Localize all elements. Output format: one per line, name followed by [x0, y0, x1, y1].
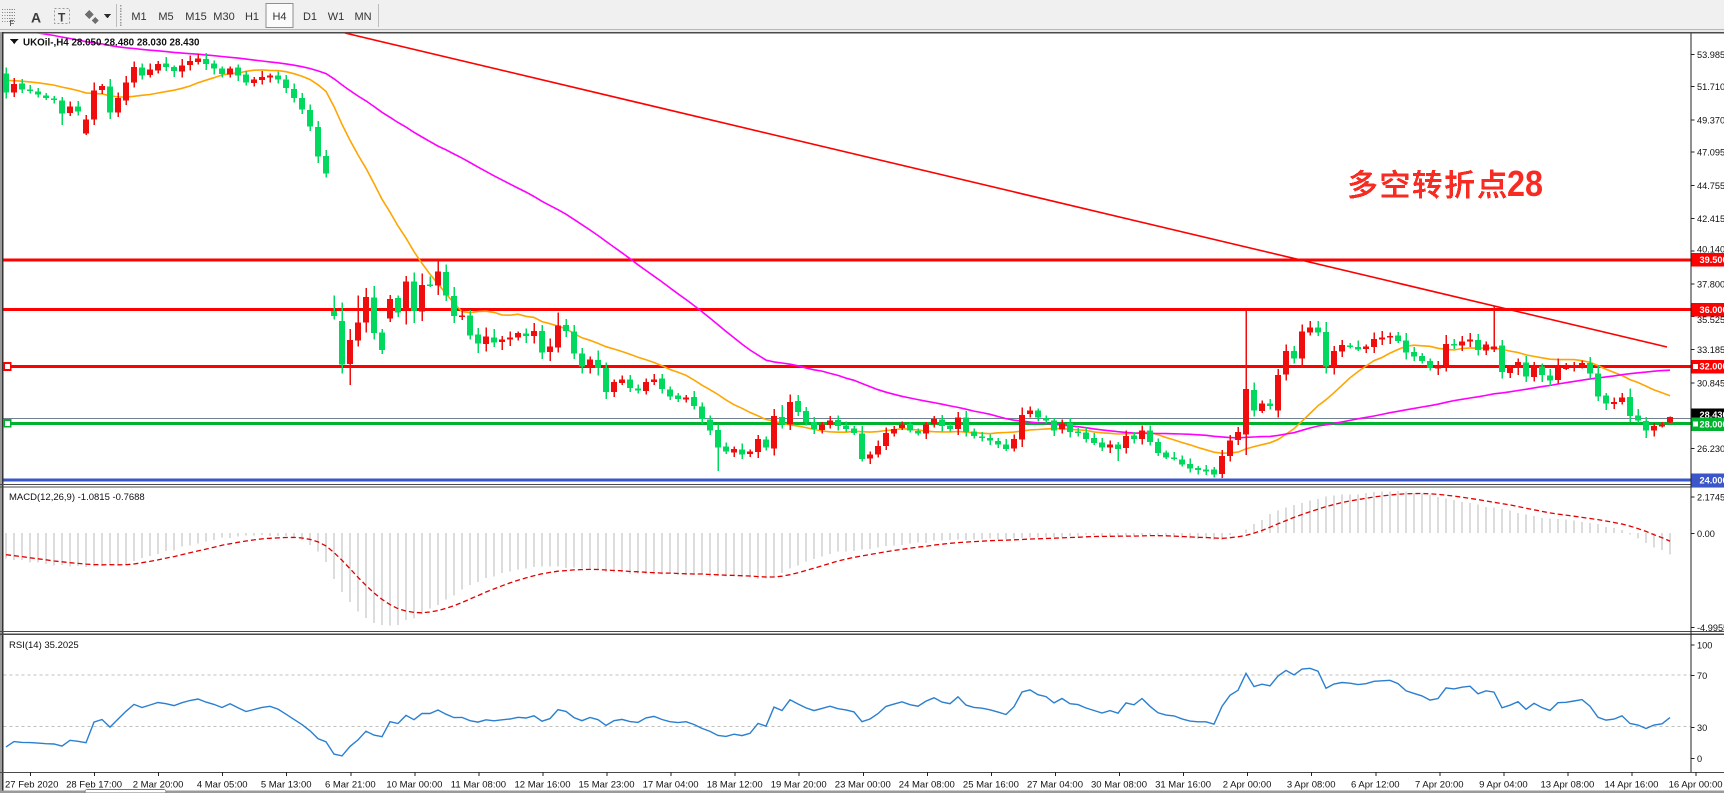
svg-text:14 Apr 16:00: 14 Apr 16:00 [1605, 780, 1659, 791]
svg-text:28: 28 [1507, 163, 1543, 204]
svg-text:27 Mar 04:00: 27 Mar 04:00 [1027, 780, 1083, 791]
svg-text:M30: M30 [213, 11, 234, 23]
svg-text:F: F [10, 19, 15, 28]
svg-text:D1: D1 [303, 11, 317, 23]
svg-text:30: 30 [1697, 723, 1707, 733]
svg-text:9 Apr 04:00: 9 Apr 04:00 [1479, 780, 1528, 791]
svg-text:30 Mar 08:00: 30 Mar 08:00 [1091, 780, 1147, 791]
svg-text:36.000: 36.000 [1700, 305, 1724, 315]
svg-text:6 Apr 12:00: 6 Apr 12:00 [1351, 780, 1400, 791]
svg-text:W1: W1 [328, 11, 345, 23]
svg-text:18 Mar 12:00: 18 Mar 12:00 [707, 780, 763, 791]
svg-text:3 Apr 08:00: 3 Apr 08:00 [1287, 780, 1336, 791]
svg-text:39.500: 39.500 [1700, 255, 1724, 265]
svg-text:A: A [31, 10, 41, 26]
svg-text:28 Feb 17:00: 28 Feb 17:00 [66, 780, 122, 791]
svg-text:37.800: 37.800 [1697, 280, 1724, 290]
svg-text:42.415: 42.415 [1697, 214, 1724, 224]
svg-text:51.710: 51.710 [1697, 82, 1724, 92]
svg-text:24.000: 24.000 [1700, 475, 1724, 485]
svg-text:10 Mar 00:00: 10 Mar 00:00 [386, 780, 442, 791]
svg-text:MN: MN [354, 11, 371, 23]
svg-text:M15: M15 [185, 11, 206, 23]
svg-text:5 Mar 13:00: 5 Mar 13:00 [261, 780, 312, 791]
svg-text:11 Mar 08:00: 11 Mar 08:00 [451, 780, 506, 791]
svg-text:17 Mar 04:00: 17 Mar 04:00 [643, 780, 699, 791]
svg-text:44.755: 44.755 [1697, 181, 1724, 191]
svg-text:H1: H1 [245, 11, 259, 23]
svg-text:28.000: 28.000 [1700, 419, 1724, 429]
svg-text:M1: M1 [131, 11, 146, 23]
svg-text:33.185: 33.185 [1697, 345, 1724, 355]
svg-text:2 Mar 20:00: 2 Mar 20:00 [133, 780, 184, 791]
svg-text:15 Mar 23:00: 15 Mar 23:00 [579, 780, 635, 791]
svg-text:H4: H4 [272, 11, 286, 23]
svg-text:25 Mar 16:00: 25 Mar 16:00 [963, 780, 1019, 791]
svg-text:M5: M5 [158, 11, 173, 23]
svg-text:6 Mar 21:00: 6 Mar 21:00 [325, 780, 376, 791]
svg-text:27 Feb 2020: 27 Feb 2020 [5, 780, 58, 791]
svg-text:MACD(12,26,9) -1.0815 -0.7688: MACD(12,26,9) -1.0815 -0.7688 [9, 492, 145, 503]
svg-text:13 Apr 08:00: 13 Apr 08:00 [1540, 780, 1594, 791]
svg-text:53.985: 53.985 [1697, 50, 1724, 60]
svg-text:100: 100 [1697, 641, 1712, 651]
svg-text:2.1745: 2.1745 [1697, 493, 1724, 503]
svg-text:T: T [58, 11, 66, 25]
svg-text:23 Mar 00:00: 23 Mar 00:00 [835, 780, 891, 791]
svg-text:-4.9955: -4.9955 [1697, 623, 1724, 633]
svg-text:19 Mar 20:00: 19 Mar 20:00 [771, 780, 827, 791]
svg-text:7 Apr 20:00: 7 Apr 20:00 [1415, 780, 1464, 791]
svg-text:30.845: 30.845 [1697, 378, 1724, 388]
svg-text:12 Mar 16:00: 12 Mar 16:00 [515, 780, 571, 791]
svg-text:24 Mar 08:00: 24 Mar 08:00 [899, 780, 955, 791]
svg-text:49.370: 49.370 [1697, 115, 1724, 125]
svg-text:RSI(14) 35.2025: RSI(14) 35.2025 [9, 640, 79, 651]
svg-text:26.230: 26.230 [1697, 444, 1724, 454]
svg-text:70: 70 [1697, 671, 1707, 681]
svg-text:0: 0 [1697, 754, 1702, 764]
svg-text:UKOil-,H4 28.050 28.480 28.03: UKOil-,H4 28.050 28.480 28.030 28.430 [23, 37, 200, 48]
svg-text:32.000: 32.000 [1700, 362, 1724, 372]
svg-text:4 Mar 05:00: 4 Mar 05:00 [197, 780, 248, 791]
svg-text:47.095: 47.095 [1697, 148, 1724, 158]
svg-text:0.00: 0.00 [1697, 529, 1715, 539]
svg-text:2 Apr 00:00: 2 Apr 00:00 [1223, 780, 1272, 791]
svg-text:31 Mar 16:00: 31 Mar 16:00 [1155, 780, 1211, 791]
svg-text:16 Apr 00:00: 16 Apr 00:00 [1669, 780, 1723, 791]
